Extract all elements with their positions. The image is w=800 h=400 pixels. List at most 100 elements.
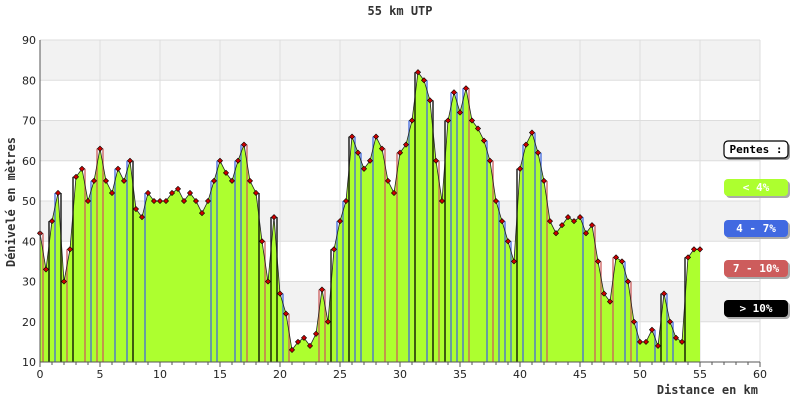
- data-point: [348, 133, 356, 140]
- data-point: [588, 222, 596, 229]
- data-point: [432, 157, 440, 164]
- legend-label: > 10%: [739, 302, 772, 315]
- x-tick-label: 35: [453, 368, 467, 381]
- data-point: [648, 326, 656, 333]
- data-point: [468, 117, 476, 124]
- data-point: [618, 258, 626, 265]
- data-point: [264, 278, 272, 285]
- data-point: [222, 169, 230, 176]
- data-point: [486, 157, 494, 164]
- y-tick-label: 70: [22, 115, 36, 128]
- data-point: [294, 338, 302, 345]
- data-point: [318, 286, 326, 293]
- data-point: [372, 133, 380, 140]
- data-point: [690, 246, 698, 253]
- data-point: [414, 69, 422, 76]
- data-point: [408, 117, 416, 124]
- y-axis-label: Dénivelé en mètres: [4, 137, 18, 267]
- data-point: [174, 185, 182, 192]
- x-tick-label: 40: [513, 368, 527, 381]
- x-tick-label: 0: [37, 368, 44, 381]
- data-point: [150, 197, 158, 205]
- data-point: [258, 238, 266, 245]
- data-point: [48, 218, 56, 225]
- data-point: [144, 189, 152, 196]
- data-point: [276, 290, 284, 297]
- data-point: [426, 97, 434, 104]
- data-point: [696, 246, 704, 253]
- data-point: [684, 254, 692, 261]
- x-tick-label: 25: [333, 368, 347, 381]
- data-point: [342, 197, 350, 205]
- data-point: [666, 318, 674, 325]
- data-point: [216, 157, 224, 164]
- legend-swatch: [724, 300, 788, 317]
- data-point: [492, 197, 500, 205]
- legend-swatch: [724, 179, 788, 196]
- legend-swatch: [724, 260, 788, 277]
- data-point: [546, 218, 554, 225]
- chart-title: 55 km UTP: [367, 4, 432, 18]
- legend-item: > 10%: [724, 300, 790, 319]
- data-point: [108, 189, 116, 196]
- data-point: [162, 197, 170, 205]
- data-point: [204, 197, 212, 205]
- legend-label: 7 - 10%: [733, 262, 780, 275]
- data-point: [312, 330, 320, 337]
- x-tick-label: 10: [153, 368, 167, 381]
- elevation-area: [39, 71, 700, 362]
- data-point: [678, 338, 686, 345]
- data-point: [234, 157, 242, 164]
- data-markers: [36, 69, 704, 353]
- data-point: [354, 149, 362, 156]
- y-tick-label: 20: [22, 316, 36, 329]
- data-point: [84, 197, 92, 205]
- data-point: [102, 177, 110, 184]
- data-point: [402, 141, 410, 148]
- data-point: [168, 189, 176, 196]
- data-point: [132, 206, 140, 213]
- data-point: [126, 157, 134, 164]
- y-tick-label: 60: [22, 155, 36, 168]
- data-point: [198, 210, 206, 217]
- data-point: [156, 197, 164, 205]
- data-point: [138, 214, 146, 221]
- data-point: [600, 290, 608, 297]
- data-point: [54, 189, 62, 196]
- data-point: [366, 157, 374, 164]
- legend: Pentes : < 4% 4 - 7% 7 - 10% > 10%: [723, 140, 790, 319]
- y-tick-label: 50: [22, 195, 36, 208]
- data-point: [396, 149, 404, 156]
- data-point: [282, 310, 290, 317]
- data-point: [462, 85, 470, 92]
- data-point: [360, 165, 368, 172]
- data-point: [90, 177, 98, 184]
- data-point: [624, 278, 632, 285]
- data-point: [336, 218, 344, 225]
- data-point: [660, 290, 668, 297]
- data-point: [240, 141, 248, 148]
- legend-label: 4 - 7%: [736, 222, 776, 235]
- data-point: [558, 222, 566, 229]
- data-point: [450, 89, 458, 96]
- x-tick-label: 30: [393, 368, 407, 381]
- data-point: [474, 125, 482, 132]
- data-point: [186, 189, 194, 196]
- data-point: [606, 298, 614, 305]
- data-point: [66, 246, 74, 253]
- data-point: [60, 278, 68, 285]
- data-point: [228, 177, 236, 184]
- data-point: [120, 177, 128, 184]
- data-point: [384, 177, 392, 184]
- data-point: [96, 145, 104, 152]
- data-point: [246, 177, 254, 184]
- x-axis-label: Distance en km: [657, 383, 758, 397]
- data-point: [654, 342, 662, 349]
- data-point: [444, 117, 452, 124]
- data-point: [540, 177, 548, 184]
- legend-item: 4 - 7%: [724, 220, 790, 239]
- data-point: [630, 318, 638, 325]
- data-point: [552, 230, 560, 237]
- data-point: [510, 258, 518, 265]
